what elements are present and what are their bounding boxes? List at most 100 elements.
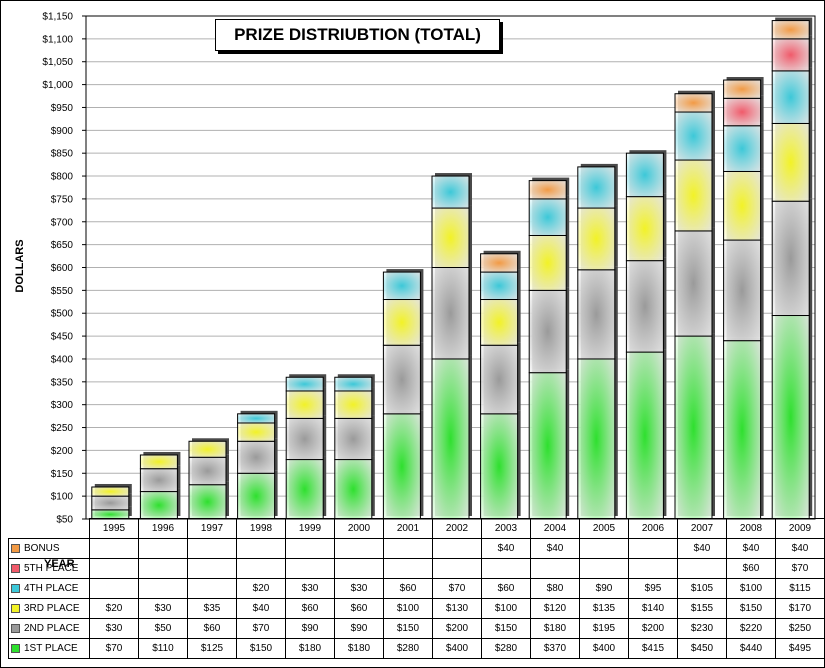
bar-3rd-place-1998 [237, 422, 276, 442]
bar-3rd-place-2004 [528, 234, 567, 291]
y-tick-label: $100 [51, 492, 74, 503]
data-label: $30 [285, 578, 335, 599]
data-label: $30 [334, 578, 384, 599]
y-tick-label: $400 [51, 354, 74, 365]
data-label: $95 [628, 578, 678, 599]
bar-bonus-2008 [723, 79, 762, 99]
data-label: $70 [89, 638, 139, 659]
bar-3rd-place-1996 [139, 454, 178, 470]
x-tick-label: 2001 [383, 518, 433, 539]
bar-2nd-place-2000 [334, 417, 373, 461]
bar-1st-place-2005 [577, 358, 616, 520]
bar-4th-place-2004 [528, 198, 567, 236]
y-tick-label: $350 [51, 377, 74, 388]
legend-entry: 3RD PLACE [8, 598, 90, 619]
data-label: $40 [481, 538, 531, 559]
data-label: $70 [775, 558, 825, 579]
y-tick-label: $450 [51, 332, 74, 343]
x-tick-label: 2003 [481, 518, 531, 539]
data-label: $60 [334, 598, 384, 619]
bar-5th-place-2008 [723, 97, 762, 127]
x-tick-label: 2009 [775, 518, 825, 539]
bar-5th-place-2009 [771, 38, 810, 72]
x-tick-label: 2008 [726, 518, 776, 539]
data-label [432, 558, 482, 579]
data-label: $415 [628, 638, 678, 659]
table-row: 1ST PLACE $70 $110 $125 $150 $180 $180 $280 $400… [8, 638, 825, 659]
data-label [285, 558, 335, 579]
data-label: $400 [579, 638, 629, 659]
x-tick-label: 1995 [89, 518, 139, 539]
data-label [530, 558, 580, 579]
data-label: $35 [187, 598, 237, 619]
bar-1st-place-1996 [139, 491, 178, 520]
bar-4th-place-2000 [334, 376, 373, 392]
legend-swatch [11, 563, 20, 573]
data-label: $370 [530, 638, 580, 659]
bar-4th-place-2006 [625, 152, 664, 198]
bar-3rd-place-1999 [285, 390, 324, 419]
bar-4th-place-2002 [431, 175, 470, 209]
y-tick-label: $900 [51, 126, 74, 137]
y-tick-label: $1,150 [42, 12, 73, 23]
data-label: $90 [285, 618, 335, 639]
data-label: $440 [726, 638, 776, 659]
y-tick-label: $650 [51, 240, 74, 251]
bar-1st-place-2008 [723, 340, 762, 520]
y-tick-label: $700 [51, 217, 74, 228]
legend-entry: 2ND PLACE [8, 618, 90, 639]
data-table: 1995 1996 1997 1998 1999 2000 2001 2002 2003 2004… [8, 518, 825, 659]
data-label: $150 [236, 638, 286, 659]
x-tick-label: 2002 [432, 518, 482, 539]
bar-4th-place-2009 [771, 70, 810, 124]
data-label: $60 [187, 618, 237, 639]
bar-1st-place-2001 [382, 413, 421, 520]
x-tick-label: 2007 [677, 518, 727, 539]
data-label: $400 [432, 638, 482, 659]
legend-label: 4TH PLACE [24, 583, 79, 594]
bar-2nd-place-2003 [480, 344, 519, 415]
data-label: $195 [579, 618, 629, 639]
data-label [236, 538, 286, 559]
bar-1st-place-2006 [625, 351, 664, 520]
data-label [334, 558, 384, 579]
data-label: $135 [579, 598, 629, 619]
data-label: $90 [334, 618, 384, 639]
data-label [285, 538, 335, 559]
x-tick-label: 2000 [334, 518, 384, 539]
data-label: $40 [775, 538, 825, 559]
y-tick-label: $600 [51, 263, 74, 274]
bar-1st-place-2000 [334, 459, 373, 520]
legend-swatch [11, 603, 20, 613]
data-label [579, 558, 629, 579]
y-tick-label: $800 [51, 172, 74, 183]
data-label [187, 538, 237, 559]
x-tick-label: 1996 [138, 518, 188, 539]
data-label: $70 [432, 578, 482, 599]
table-row: 5TH PLACE $60 $70 [8, 558, 825, 579]
x-axis-label: YEAR [44, 558, 75, 570]
legend-label: BONUS [24, 543, 60, 554]
bar-3rd-place-2007 [674, 159, 713, 232]
data-label [628, 558, 678, 579]
y-tick-label: $550 [51, 286, 74, 297]
data-label [383, 558, 433, 579]
table-corner [8, 518, 90, 539]
bar-4th-place-2003 [480, 271, 519, 301]
y-axis-label: DOLLARS [14, 239, 26, 293]
legend-swatch [11, 643, 20, 653]
bar-2nd-place-2009 [771, 200, 810, 317]
data-label: $170 [775, 598, 825, 619]
legend-label: 3RD PLACE [24, 603, 80, 614]
y-tick-label: $500 [51, 309, 74, 320]
bar-3rd-place-2000 [334, 390, 373, 419]
bar-1st-place-2004 [528, 372, 567, 520]
table-row: 3RD PLACE $20 $30 $35 $40 $60 $60 $100 $130 $100 $… [8, 598, 825, 619]
data-label: $115 [775, 578, 825, 599]
data-label: $120 [530, 598, 580, 619]
data-label: $180 [530, 618, 580, 639]
y-tick-label: $250 [51, 423, 74, 434]
data-label: $200 [628, 618, 678, 639]
data-label: $70 [236, 618, 286, 639]
data-label: $20 [236, 578, 286, 599]
